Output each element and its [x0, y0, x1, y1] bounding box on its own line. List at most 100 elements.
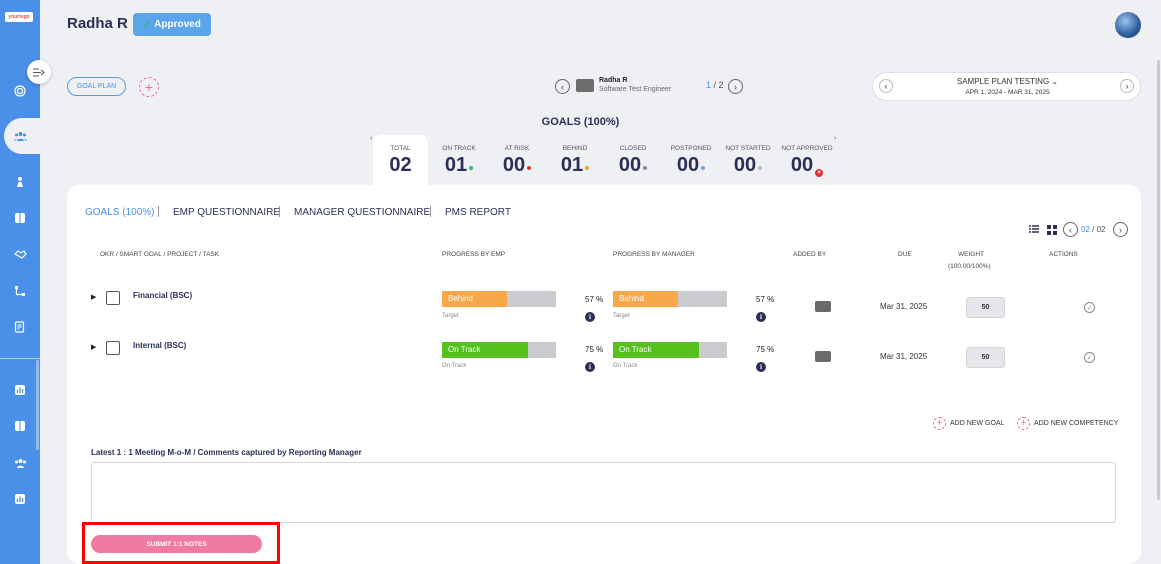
- tab-divider: [430, 206, 431, 217]
- book-icon[interactable]: [11, 209, 29, 227]
- status-badge-label: Approved: [154, 19, 201, 30]
- team-icon[interactable]: [11, 127, 29, 145]
- progress-percent: 57 %: [756, 295, 774, 304]
- stat-value: 02: [389, 154, 412, 176]
- emp-progress-bar: On Track: [442, 342, 556, 358]
- stat-not-approved[interactable]: NOT APPROVED 00 ×: [776, 135, 838, 177]
- stats-scroll-left-icon[interactable]: ‹: [370, 135, 373, 142]
- weight-input[interactable]: 50: [966, 347, 1005, 368]
- stat-at-risk[interactable]: AT RISK 00: [488, 135, 546, 177]
- stat-on-track[interactable]: ON TRACK 01: [430, 135, 488, 177]
- info-icon[interactable]: i: [756, 312, 766, 322]
- sidebar-scrollbar[interactable]: [36, 360, 39, 450]
- prev-plan-button[interactable]: ‹: [879, 79, 893, 93]
- info-icon[interactable]: i: [585, 362, 595, 372]
- pencil-icon: [144, 21, 151, 28]
- progress-sub-label: Target: [442, 313, 459, 319]
- bar-chart-icon[interactable]: [11, 490, 29, 508]
- sidebar-toggle-button[interactable]: [27, 60, 51, 84]
- stat-value: 01: [560, 154, 584, 176]
- stats-scroll-right-icon[interactable]: ›: [834, 135, 837, 142]
- mom-notes-textarea[interactable]: [91, 462, 1116, 523]
- percent-unit: %: [767, 295, 775, 304]
- progress-percent: 57 %: [585, 295, 603, 304]
- org-chart-icon[interactable]: [11, 282, 29, 300]
- submit-notes-button[interactable]: SUBMIT 1:1 NOTES: [91, 535, 262, 553]
- prev-employee-button[interactable]: ‹: [555, 79, 570, 94]
- progress-percent: 75 %: [756, 345, 774, 354]
- avatar[interactable]: [1115, 12, 1141, 38]
- check-circle-icon[interactable]: ✓: [1084, 302, 1095, 313]
- plan-dates: APR 1, 2024 - MAR 31, 2025: [965, 89, 1050, 96]
- page-scrollbar[interactable]: [1157, 60, 1160, 500]
- employee-name: Radha R: [599, 77, 628, 84]
- stat-not-started[interactable]: NOT STARTED 00: [719, 135, 777, 177]
- added-by-avatar: [815, 301, 831, 312]
- page-title: Radha R: [67, 15, 128, 32]
- info-icon[interactable]: i: [756, 362, 766, 372]
- info-icon[interactable]: i: [585, 312, 595, 322]
- stat-label: NOT STARTED: [725, 145, 771, 152]
- column-header-actions: ACTIONS: [1049, 251, 1078, 258]
- add-new-goal-button[interactable]: + ADD NEW GOAL: [933, 417, 1004, 430]
- column-header-added-by: ADDED BY: [793, 251, 827, 258]
- handshake-icon[interactable]: [11, 245, 29, 263]
- document-edit-icon[interactable]: [11, 318, 29, 336]
- column-header-weight: WEIGHT: [958, 251, 984, 258]
- progress-sub-label: On Track: [613, 363, 638, 369]
- goal-plan-button[interactable]: GOAL PLAN: [67, 77, 126, 96]
- status-badge: Approved: [133, 13, 211, 36]
- column-header-progress-emp: PROGRESS BY EMP: [442, 251, 506, 258]
- progress-fill: [442, 342, 528, 358]
- status-dot: [643, 166, 648, 170]
- goal-name[interactable]: Financial (BSC): [133, 291, 193, 300]
- chevron-right-icon: ›: [1119, 224, 1122, 235]
- percent-value: 57: [585, 295, 594, 304]
- tab-divider: [158, 206, 159, 217]
- add-new-competency-button[interactable]: + ADD NEW COMPETENCY: [1017, 417, 1118, 430]
- plus-icon: +: [933, 417, 946, 430]
- next-plan-button[interactable]: ›: [1120, 79, 1134, 93]
- status-dot: [701, 166, 706, 170]
- progress-fill: [613, 291, 678, 307]
- tab-manager-questionnaire[interactable]: MANAGER QUESTIONNAIRE: [294, 207, 431, 218]
- expand-caret-icon[interactable]: ▶: [91, 294, 97, 301]
- expand-caret-icon[interactable]: ▶: [91, 344, 97, 351]
- bar-chart-icon[interactable]: [11, 381, 29, 399]
- goal-stats: TOTAL 02 ON TRACK 01 AT RISK 00 BEHIND 0…: [372, 135, 842, 187]
- target-icon[interactable]: [11, 82, 29, 100]
- prev-page-button[interactable]: ‹: [1063, 222, 1078, 237]
- stat-value: 00: [502, 154, 526, 176]
- stat-closed[interactable]: CLOSED 00: [604, 135, 662, 177]
- person-icon[interactable]: [11, 173, 29, 191]
- plan-title[interactable]: SAMPLE PLAN TESTING ⌄: [873, 77, 1142, 86]
- due-date: Mar 31, 2025: [880, 302, 928, 311]
- next-employee-button[interactable]: ›: [728, 79, 743, 94]
- close-icon: ×: [815, 169, 824, 177]
- status-dot: [758, 166, 763, 170]
- team-icon[interactable]: [11, 454, 29, 472]
- stat-label: AT RISK: [504, 145, 530, 152]
- book-icon[interactable]: [11, 417, 29, 435]
- plus-icon: +: [1017, 417, 1030, 430]
- chevron-left-icon: ‹: [1069, 224, 1072, 235]
- next-page-button[interactable]: ›: [1113, 222, 1128, 237]
- tab-pms-report[interactable]: PMS REPORT: [445, 207, 511, 218]
- stat-total[interactable]: TOTAL 02: [373, 135, 428, 187]
- tab-goals[interactable]: GOALS (100%): [85, 207, 155, 218]
- tab-emp-questionnaire[interactable]: EMP QUESTIONNAIRE: [173, 207, 281, 218]
- check-circle-icon[interactable]: ✓: [1084, 352, 1095, 363]
- grid-view-icon[interactable]: [1047, 225, 1057, 235]
- stat-behind[interactable]: BEHIND 01: [546, 135, 604, 177]
- stat-postponed[interactable]: POSTPONED 00: [662, 135, 720, 177]
- plan-selector[interactable]: ‹ SAMPLE PLAN TESTING ⌄ APR 1, 2024 - MA…: [872, 72, 1141, 101]
- table-pager-separator: /: [1089, 225, 1097, 234]
- add-plan-button[interactable]: +: [139, 77, 159, 97]
- goal-name[interactable]: Internal (BSC): [133, 341, 187, 350]
- percent-value: 75: [756, 345, 765, 354]
- weight-input[interactable]: 50: [966, 297, 1005, 318]
- stat-value: 00: [733, 154, 757, 176]
- stat-label: POSTPONED: [670, 145, 712, 152]
- progress-status: On Track: [619, 345, 652, 354]
- list-view-icon[interactable]: [1029, 225, 1039, 235]
